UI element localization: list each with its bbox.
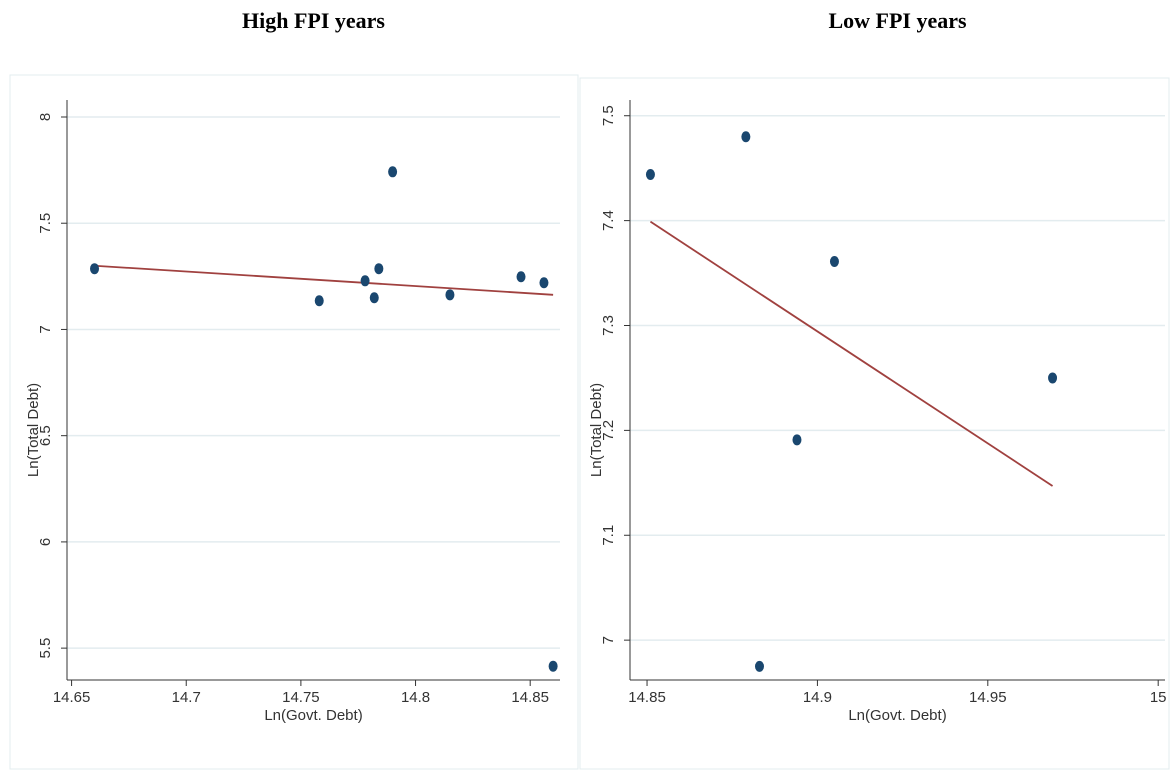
y-axis-label: Ln(Total Debt) (588, 383, 605, 477)
data-point (548, 660, 558, 672)
data-point (792, 434, 802, 446)
y-tick-label: 7.5 (600, 105, 617, 126)
y-tick-label: 7.3 (600, 315, 617, 336)
data-point (829, 256, 839, 268)
y-tick-label: 8 (37, 113, 54, 121)
data-point (741, 131, 751, 143)
data-point (516, 271, 526, 283)
y-tick-label: 7.4 (600, 210, 617, 231)
x-tick-label: 14.85 (628, 689, 666, 706)
x-tick-label: 14.65 (53, 689, 91, 706)
y-tick-label: 6 (37, 538, 54, 546)
panel-frame (579, 77, 1170, 770)
x-tick-label: 15 (1150, 689, 1167, 706)
y-tick-label: 7.1 (600, 525, 617, 546)
x-tick-label: 14.9 (803, 689, 832, 706)
y-tick-label: 7 (37, 325, 54, 333)
data-point (90, 263, 100, 275)
data-point (1048, 372, 1058, 384)
data-point (539, 277, 549, 289)
panel-frame (9, 74, 579, 770)
x-axis-label: Ln(Govt. Debt) (264, 707, 362, 724)
x-axis-label: Ln(Govt. Debt) (848, 707, 946, 724)
y-tick-label: 6.5 (37, 425, 54, 446)
x-tick-label: 14.95 (969, 689, 1007, 706)
data-point (314, 295, 324, 307)
data-point (369, 292, 379, 304)
x-tick-label: 14.75 (282, 689, 320, 706)
data-point (445, 289, 455, 301)
data-point (754, 660, 764, 672)
x-tick-label: 14.8 (401, 689, 430, 706)
data-point (360, 275, 370, 287)
y-tick-label: 7.2 (600, 420, 617, 441)
fit-line (649, 220, 1054, 487)
chart-title: High FPI years (242, 8, 385, 33)
x-tick-label: 14.85 (511, 689, 549, 706)
data-point (388, 166, 398, 178)
y-tick-label: 7 (600, 636, 617, 644)
y-tick-label: 5.5 (37, 638, 54, 659)
fit-line (94, 264, 554, 296)
chart-title: Low FPI years (828, 8, 967, 33)
y-tick-label: 7.5 (37, 213, 54, 234)
x-tick-label: 14.7 (172, 689, 201, 706)
data-point (645, 168, 655, 180)
y-axis-label: Ln(Total Debt) (25, 383, 42, 477)
data-point (374, 263, 384, 275)
